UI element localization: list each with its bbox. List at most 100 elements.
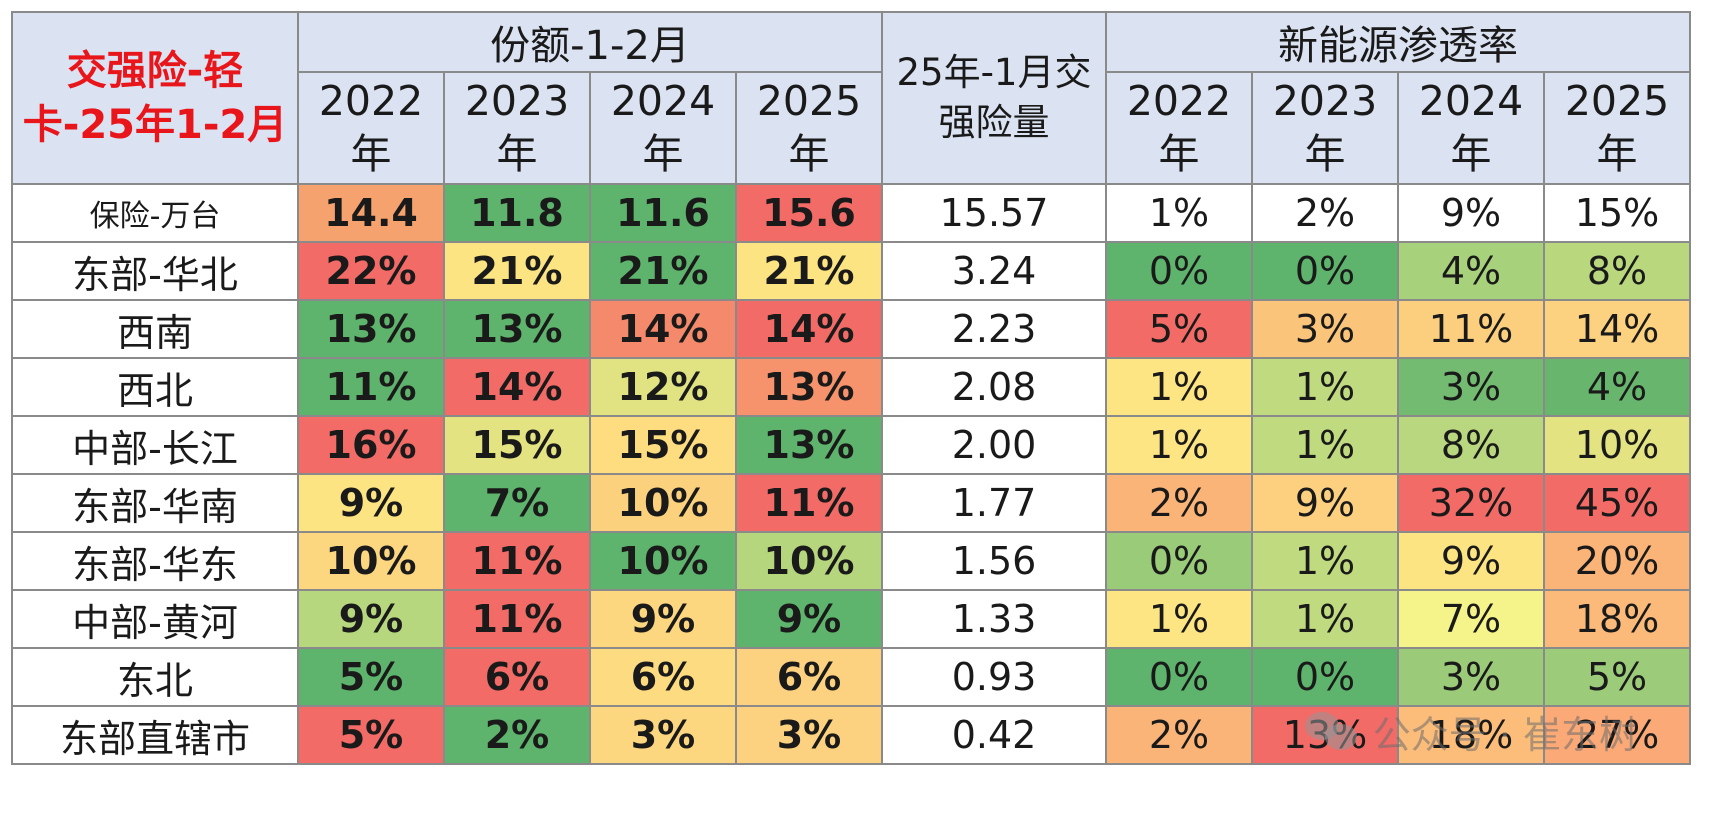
share-cell: 14% [589, 299, 737, 359]
table-title: 交强险-轻卡-25年1-2月 [11, 11, 299, 185]
share-cell: 22% [297, 241, 445, 301]
nev-cell: 8% [1543, 241, 1691, 301]
nev-cell: 18% [1543, 589, 1691, 649]
nev-group-header: 新能源渗透率 [1105, 11, 1691, 73]
table-row: 保险-万台 14.4 11.8 11.6 15.6 15.57 1% 2% 9% 15% [11, 183, 1691, 243]
heatmap-table: 交强险-轻卡-25年1-2月 份额-1-2月 25年-1月交强险量 新能源渗透率… [11, 11, 1691, 765]
table-row: 中部-长江 16% 15% 15% 13% 2.00 1% 1% 8% 10% [11, 415, 1691, 475]
table-row: 东部-华东 10% 11% 10% 10% 1.56 0% 1% 9% 20% [11, 531, 1691, 591]
row-label: 东北 [11, 647, 299, 707]
nev-cell: 3% [1397, 357, 1545, 417]
share-cell: 21% [735, 241, 883, 301]
volume-cell: 3.24 [881, 241, 1107, 301]
volume-header: 25年-1月交强险量 [881, 11, 1107, 185]
nev-cell: 5% [1543, 647, 1691, 707]
share-cell: 9% [589, 589, 737, 649]
share-cell: 5% [297, 647, 445, 707]
share-cell: 11% [735, 473, 883, 533]
row-label: 东部直辖市 [11, 705, 299, 765]
share-cell: 6% [443, 647, 591, 707]
volume-cell: 2.08 [881, 357, 1107, 417]
share-cell: 13% [297, 299, 445, 359]
share-cell: 6% [589, 647, 737, 707]
row-label: 东部-华北 [11, 241, 299, 301]
nev-cell: 5% [1105, 299, 1253, 359]
nev-cell: 3% [1251, 299, 1399, 359]
table-row: 东北 5% 6% 6% 6% 0.93 0% 0% 3% 5% [11, 647, 1691, 707]
share-cell: 10% [589, 473, 737, 533]
share-cell: 9% [297, 589, 445, 649]
nev-cell: 2% [1105, 705, 1253, 765]
share-cell: 11% [297, 357, 445, 417]
share-cell: 15.6 [735, 183, 883, 243]
share-cell: 21% [589, 241, 737, 301]
nev-cell: 32% [1397, 473, 1545, 533]
nev-cell: 1% [1251, 357, 1399, 417]
share-cell: 10% [589, 531, 737, 591]
nev-cell: 20% [1543, 531, 1691, 591]
nev-cell: 1% [1105, 357, 1253, 417]
table-row: 东部直辖市 5% 2% 3% 3% 0.42 2% 13% 18% 27% [11, 705, 1691, 765]
share-cell: 10% [735, 531, 883, 591]
share-cell: 7% [443, 473, 591, 533]
share-cell: 11.8 [443, 183, 591, 243]
share-cell: 10% [297, 531, 445, 591]
nev-year-header: 2025年 [1543, 71, 1691, 185]
table-row: 东部-华南 9% 7% 10% 11% 1.77 2% 9% 32% 45% [11, 473, 1691, 533]
nev-cell: 2% [1251, 183, 1399, 243]
nev-cell: 9% [1397, 531, 1545, 591]
share-year-header: 2022年 [297, 71, 445, 185]
nev-cell: 2% [1105, 473, 1253, 533]
nev-cell: 1% [1251, 415, 1399, 475]
heatmap-body: 保险-万台 14.4 11.8 11.6 15.6 15.57 1% 2% 9% 15% 东部-华北… [11, 183, 1691, 765]
share-cell: 3% [735, 705, 883, 765]
share-cell: 16% [297, 415, 445, 475]
nev-cell: 1% [1251, 531, 1399, 591]
share-cell: 14% [735, 299, 883, 359]
row-label: 中部-长江 [11, 415, 299, 475]
share-cell: 5% [297, 705, 445, 765]
nev-cell: 0% [1105, 241, 1253, 301]
share-cell: 15% [589, 415, 737, 475]
nev-cell: 14% [1543, 299, 1691, 359]
table-row: 西南 13% 13% 14% 14% 2.23 5% 3% 11% 14% [11, 299, 1691, 359]
share-cell: 13% [443, 299, 591, 359]
share-cell: 21% [443, 241, 591, 301]
share-cell: 9% [735, 589, 883, 649]
nev-cell: 0% [1105, 531, 1253, 591]
share-cell: 11% [443, 531, 591, 591]
nev-cell: 27% [1543, 705, 1691, 765]
share-cell: 14.4 [297, 183, 445, 243]
share-cell: 9% [297, 473, 445, 533]
share-cell: 3% [589, 705, 737, 765]
nev-cell: 1% [1251, 589, 1399, 649]
nev-cell: 7% [1397, 589, 1545, 649]
nev-cell: 10% [1543, 415, 1691, 475]
volume-cell: 1.56 [881, 531, 1107, 591]
share-cell: 13% [735, 357, 883, 417]
share-cell: 13% [735, 415, 883, 475]
row-label: 西北 [11, 357, 299, 417]
nev-cell: 8% [1397, 415, 1545, 475]
nev-cell: 0% [1105, 647, 1253, 707]
share-cell: 6% [735, 647, 883, 707]
nev-year-header: 2022年 [1105, 71, 1253, 185]
nev-cell: 45% [1543, 473, 1691, 533]
volume-cell: 2.00 [881, 415, 1107, 475]
nev-cell: 0% [1251, 241, 1399, 301]
nev-cell: 1% [1105, 415, 1253, 475]
nev-cell: 4% [1543, 357, 1691, 417]
nev-cell: 18% [1397, 705, 1545, 765]
share-cell: 2% [443, 705, 591, 765]
row-label: 保险-万台 [11, 183, 299, 243]
nev-cell: 3% [1397, 647, 1545, 707]
share-year-header: 2023年 [443, 71, 591, 185]
nev-cell: 13% [1251, 705, 1399, 765]
nev-year-header: 2024年 [1397, 71, 1545, 185]
row-label: 东部-华东 [11, 531, 299, 591]
share-cell: 14% [443, 357, 591, 417]
nev-cell: 11% [1397, 299, 1545, 359]
share-cell: 11% [443, 589, 591, 649]
share-cell: 11.6 [589, 183, 737, 243]
nev-cell: 4% [1397, 241, 1545, 301]
